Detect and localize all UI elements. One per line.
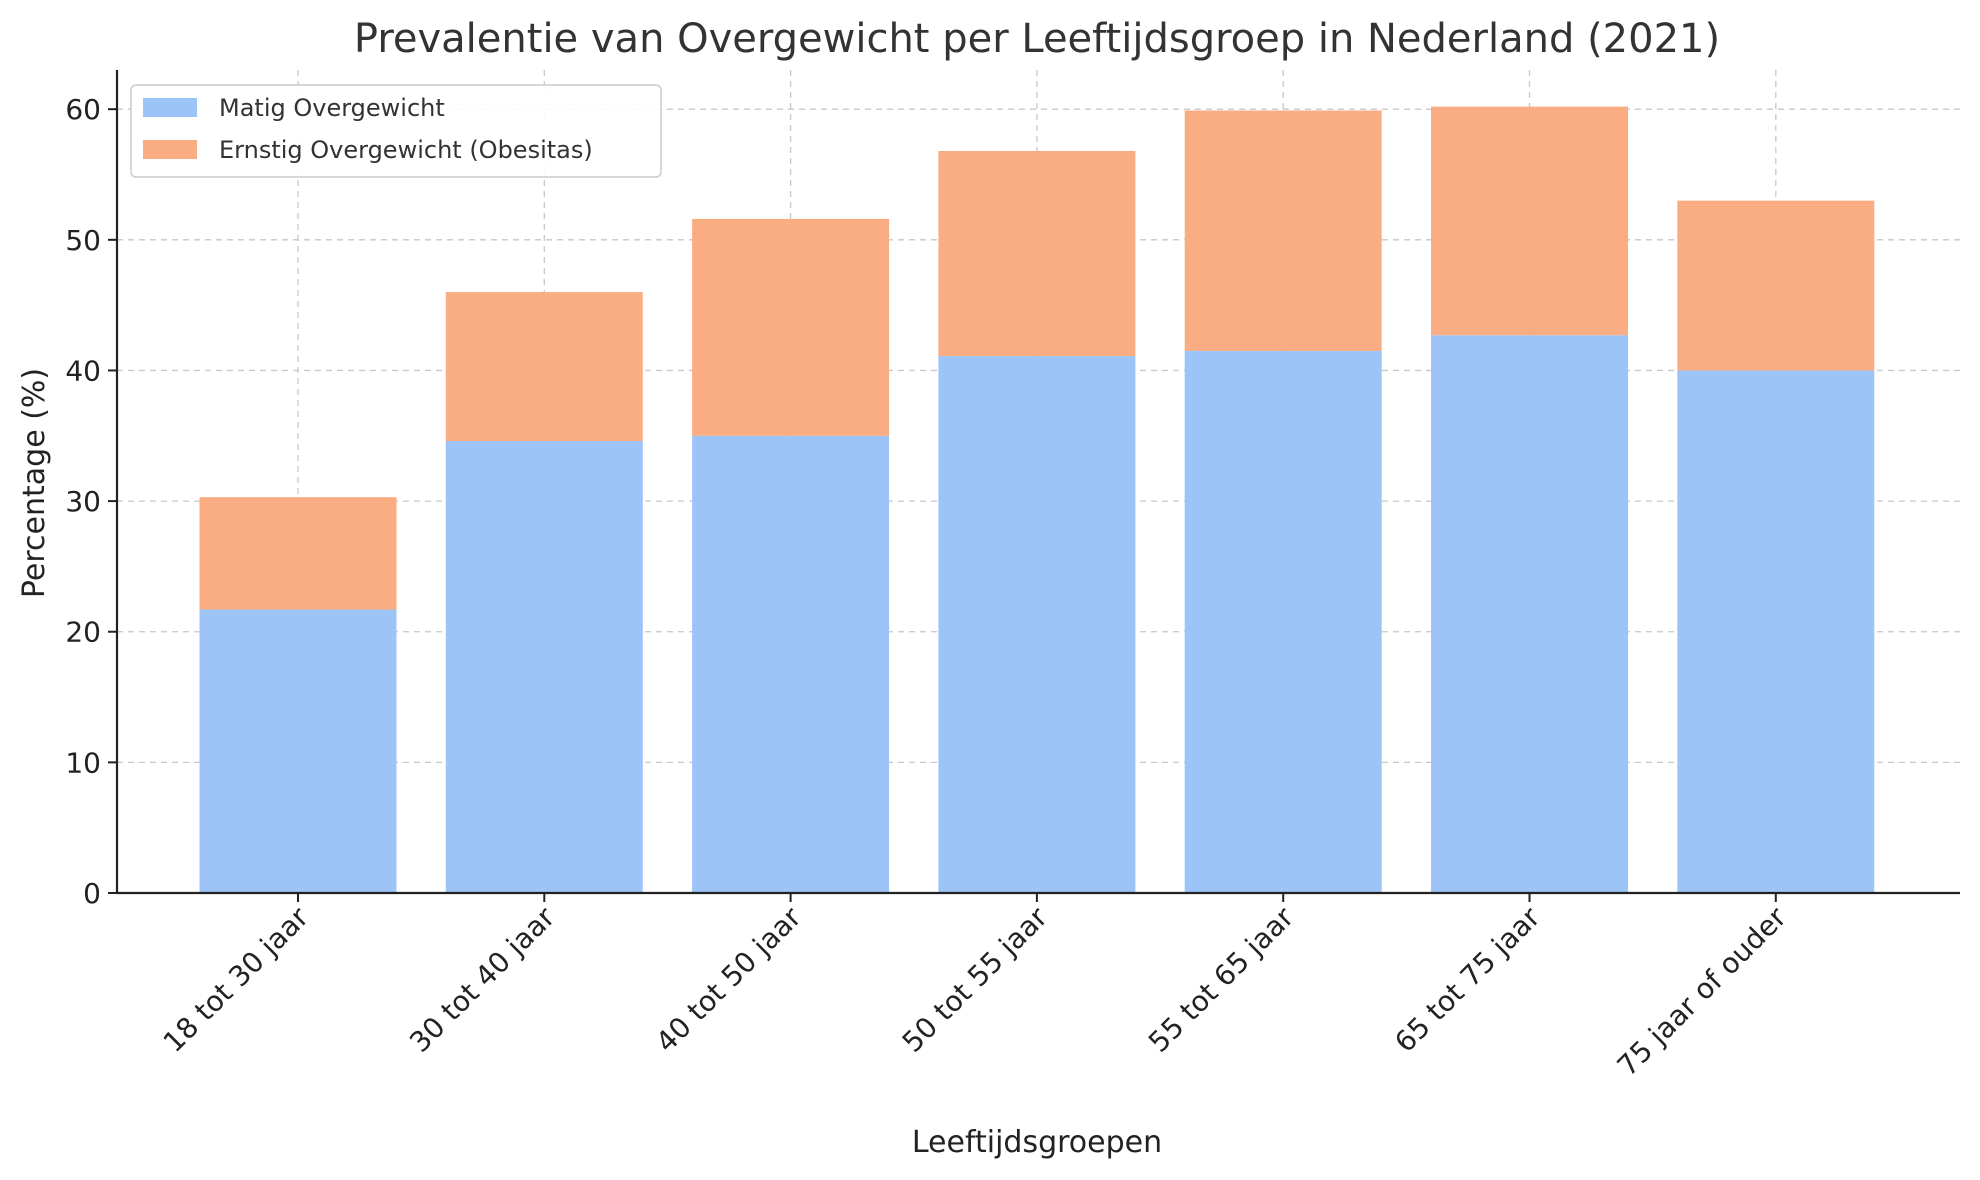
- y-tick-label: 30: [65, 485, 101, 518]
- axes-layer: [115, 70, 1960, 895]
- y-tick-label: 10: [65, 746, 101, 779]
- x-tick-label: 40 tot 50 jaar: [649, 900, 807, 1058]
- bar-ernstig-4: [1184, 110, 1382, 351]
- legend-swatch-matig: [143, 98, 197, 117]
- legend-label-matig: Matig Overgewicht: [219, 94, 445, 122]
- y-tick-label: 0: [83, 877, 101, 910]
- x-tick-label: 65 tot 75 jaar: [1388, 900, 1546, 1058]
- bar-ernstig-6: [1677, 200, 1875, 371]
- bar-matig-3: [938, 356, 1136, 894]
- x-tick-label: 55 tot 65 jaar: [1142, 900, 1300, 1058]
- y-axis-label: Percentage (%): [17, 368, 52, 598]
- x-tick-label: 18 tot 30 jaar: [157, 900, 315, 1058]
- legend-swatch-ernstig: [143, 140, 197, 159]
- x-tick-label: 50 tot 55 jaar: [896, 900, 1054, 1058]
- bar-ernstig-0: [199, 497, 397, 610]
- bars-layer: [199, 106, 1875, 894]
- bar-matig-1: [445, 441, 643, 893]
- bar-matig-4: [1184, 350, 1382, 893]
- x-tick-label: 30 tot 40 jaar: [403, 900, 561, 1058]
- legend: Matig Overgewicht Ernstig Overgewicht (O…: [130, 84, 662, 178]
- bar-ernstig-1: [445, 292, 643, 442]
- bar-matig-2: [692, 435, 890, 893]
- bar-matig-5: [1431, 335, 1628, 893]
- bar-ernstig-3: [938, 150, 1136, 357]
- bar-matig-0: [199, 609, 397, 893]
- bar-ernstig-2: [692, 218, 890, 436]
- bar-ernstig-5: [1431, 106, 1628, 336]
- legend-label-ernstig: Ernstig Overgewicht (Obesitas): [219, 136, 593, 164]
- y-tick-label: 50: [65, 224, 101, 257]
- legend-box: [130, 84, 662, 178]
- y-tick-label: 60: [65, 93, 101, 126]
- x-tick-label: 75 jaar of ouder: [1611, 900, 1793, 1082]
- x-axis-label: Leeftijdsgroepen: [912, 1125, 1162, 1160]
- bar-matig-6: [1677, 370, 1875, 893]
- y-tick-label: 40: [65, 354, 101, 387]
- y-tick-label: 20: [65, 616, 101, 649]
- chart-title: Prevalentie van Overgewicht per Leeftijd…: [354, 16, 1720, 62]
